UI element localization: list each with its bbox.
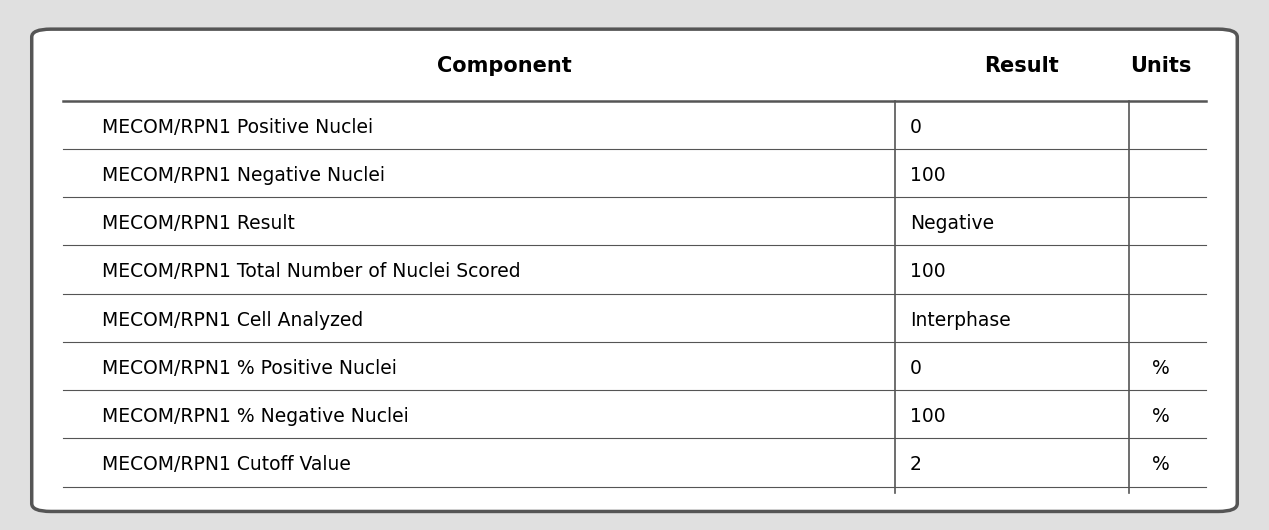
Text: %: % <box>1152 359 1170 378</box>
Text: %: % <box>1152 455 1170 474</box>
Text: MECOM/RPN1 Total Number of Nuclei Scored: MECOM/RPN1 Total Number of Nuclei Scored <box>102 262 520 281</box>
Text: MECOM/RPN1 % Negative Nuclei: MECOM/RPN1 % Negative Nuclei <box>102 407 409 426</box>
FancyBboxPatch shape <box>32 29 1237 511</box>
Text: 100: 100 <box>910 407 945 426</box>
Text: 100: 100 <box>910 166 945 185</box>
Text: Units: Units <box>1131 56 1192 76</box>
Text: Result: Result <box>985 56 1058 76</box>
Text: %: % <box>1152 407 1170 426</box>
Text: 0: 0 <box>910 359 921 378</box>
Text: 0: 0 <box>910 118 921 137</box>
Text: MECOM/RPN1 Result: MECOM/RPN1 Result <box>102 214 294 233</box>
Text: MECOM/RPN1 Negative Nuclei: MECOM/RPN1 Negative Nuclei <box>102 166 385 185</box>
Text: MECOM/RPN1 % Positive Nuclei: MECOM/RPN1 % Positive Nuclei <box>102 359 396 378</box>
Text: MECOM/RPN1 Cutoff Value: MECOM/RPN1 Cutoff Value <box>102 455 350 474</box>
Text: Negative: Negative <box>910 214 994 233</box>
Text: Interphase: Interphase <box>910 311 1010 330</box>
Text: MECOM/RPN1 Cell Analyzed: MECOM/RPN1 Cell Analyzed <box>102 311 363 330</box>
Text: MECOM/RPN1 Positive Nuclei: MECOM/RPN1 Positive Nuclei <box>102 118 373 137</box>
Text: Component: Component <box>437 56 572 76</box>
Text: 2: 2 <box>910 455 921 474</box>
Text: 100: 100 <box>910 262 945 281</box>
